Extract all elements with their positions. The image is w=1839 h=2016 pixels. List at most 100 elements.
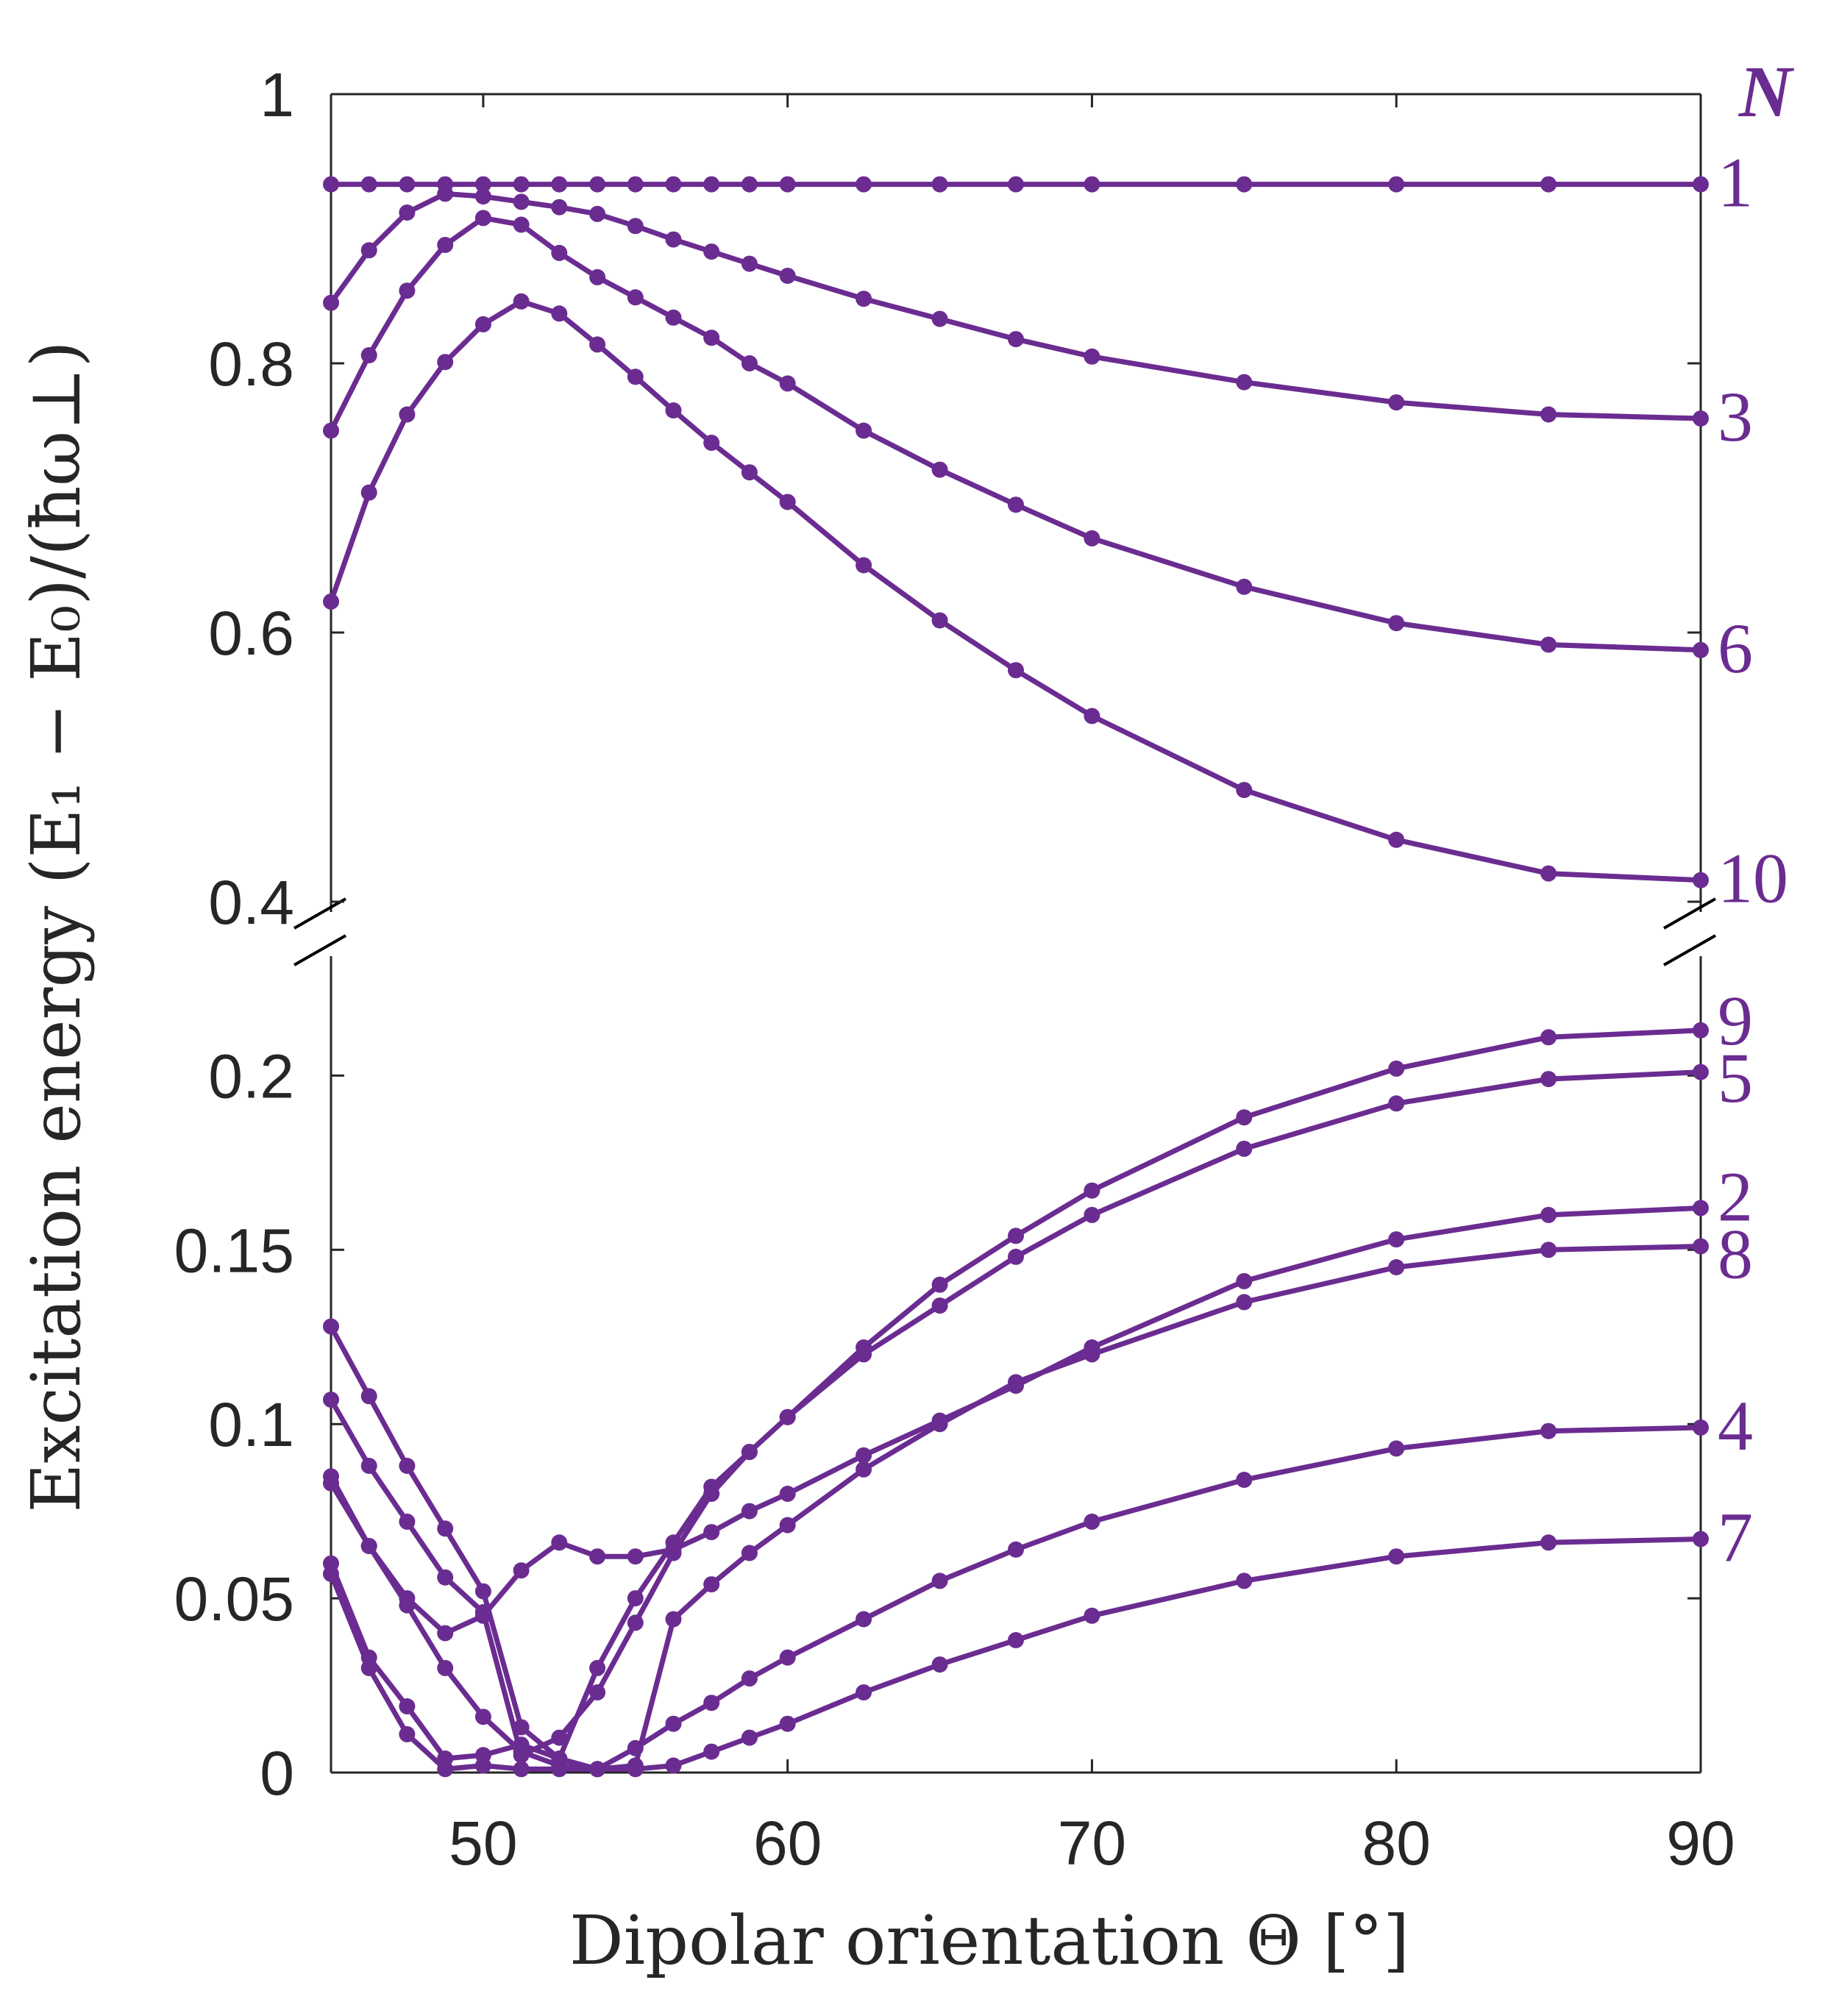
data-point [513, 1737, 530, 1753]
data-point [323, 1392, 339, 1408]
data-point [1540, 1029, 1557, 1046]
data-point [474, 176, 491, 193]
data-point [665, 1757, 682, 1774]
data-point [513, 1562, 530, 1579]
data-point [779, 1408, 796, 1425]
data-point [1540, 636, 1557, 653]
data-point [741, 464, 758, 481]
data-point [779, 1649, 796, 1666]
data-point [741, 1444, 758, 1461]
series-line-n-2 [329, 1205, 1701, 1636]
data-point [551, 244, 568, 261]
data-point [474, 1757, 491, 1774]
axis-break-mark-left [294, 897, 346, 930]
y-tick-label: 0.2 [208, 1041, 294, 1111]
series-n-3 [323, 185, 1709, 427]
series-n-8 [323, 1238, 1709, 1778]
series-n-4 [323, 1419, 1709, 1778]
data-point [1693, 1022, 1709, 1039]
data-point [856, 557, 872, 574]
data-point [551, 305, 568, 322]
data-point [1693, 1419, 1709, 1436]
data-point [1236, 374, 1253, 391]
data-point [1236, 578, 1253, 595]
series-n-10 [323, 293, 1709, 888]
data-point [931, 1572, 948, 1589]
data-point [399, 1698, 416, 1714]
series-line-n-9 [328, 1027, 1701, 1762]
data-point [1008, 331, 1024, 348]
data-point [741, 1670, 758, 1687]
series-line-n-6 [328, 215, 1701, 653]
data-point [1540, 176, 1557, 193]
data-point [513, 1761, 530, 1778]
data-point [1693, 872, 1709, 888]
n-label-9: 9 [1718, 981, 1753, 1060]
data-point [589, 1659, 606, 1676]
data-point [474, 1709, 491, 1725]
data-point [627, 218, 644, 235]
data-point [1236, 782, 1253, 799]
data-point [779, 375, 796, 392]
x-tick-label: 80 [1362, 1809, 1431, 1878]
data-point [1388, 1231, 1405, 1248]
data-point [1540, 1206, 1557, 1223]
data-point [703, 330, 720, 346]
series-line-n-7 [328, 1536, 1701, 1772]
label-layer: 50 60 70 80 90 1 0.8 0.6 0.4 0.2 0.15 0.1 0.05 0 1 3 6 10… [174, 60, 1789, 1878]
data-point [856, 1461, 872, 1478]
axis-break-mark-right [1663, 934, 1716, 966]
data-point [931, 310, 948, 327]
data-point [589, 1548, 606, 1565]
axis-break-mark-right [1663, 897, 1716, 930]
data-point [399, 1725, 416, 1742]
data-point [360, 176, 377, 193]
data-point [1008, 496, 1024, 513]
data-point [856, 1346, 872, 1363]
data-point [1236, 1272, 1253, 1289]
data-point [627, 176, 644, 193]
series-n-9 [323, 1022, 1709, 1767]
data-point [931, 1297, 948, 1314]
data-point [779, 176, 796, 193]
data-point [1084, 348, 1100, 365]
data-point [551, 1534, 568, 1551]
data-point [437, 185, 454, 202]
data-point [627, 289, 644, 306]
data-point [360, 242, 377, 259]
data-point [931, 461, 948, 478]
data-point [474, 1583, 491, 1600]
data-point [360, 484, 377, 501]
data-point [665, 1611, 682, 1628]
x-tick-label: 70 [1058, 1809, 1126, 1878]
series-n-1 [323, 176, 1709, 193]
data-point [323, 1318, 339, 1335]
n-label-4: 4 [1718, 1386, 1753, 1465]
data-point [931, 1276, 948, 1293]
legend-header-n: N [1738, 51, 1795, 132]
data-point [703, 1576, 720, 1593]
data-point [1008, 1632, 1024, 1648]
data-point [323, 422, 339, 439]
series-line-n-5 [328, 1069, 1701, 1758]
data-point [589, 1684, 606, 1700]
data-point [399, 1597, 416, 1614]
data-point [1693, 176, 1709, 193]
data-point [437, 1659, 454, 1676]
data-point [323, 1468, 339, 1485]
data-point [741, 176, 758, 193]
data-point [665, 231, 682, 248]
y-tick-label: 1 [260, 60, 294, 129]
data-point [665, 176, 682, 193]
y-tick-label: 0.8 [208, 330, 294, 399]
data-point [1008, 176, 1024, 193]
data-point [856, 1684, 872, 1700]
data-point [1008, 1374, 1024, 1391]
data-point [741, 255, 758, 272]
series-n-5 [323, 1064, 1709, 1764]
series-n-7 [323, 1531, 1709, 1778]
data-point [703, 176, 720, 193]
data-point [589, 268, 606, 285]
data-point [589, 336, 606, 353]
